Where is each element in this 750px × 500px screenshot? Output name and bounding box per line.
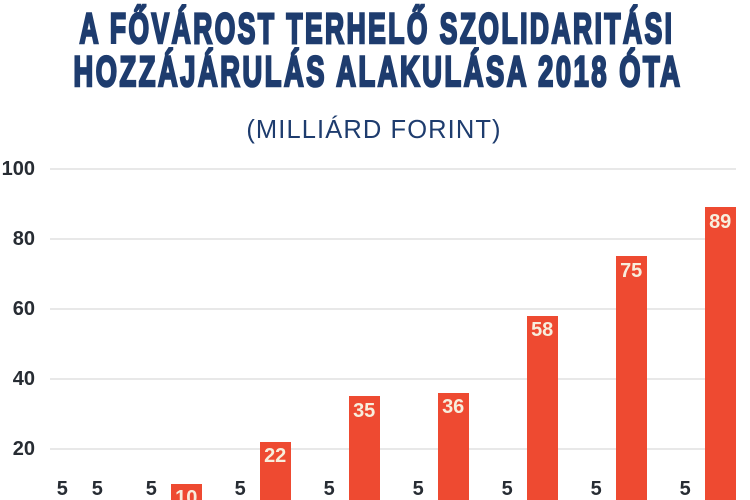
svg-text:HOZZÁJÁRULÁS ALAKULÁSA 2018 ÓT: HOZZÁJÁRULÁS ALAKULÁSA 2018 ÓTA: [74, 47, 683, 95]
svg-text:A FŐVÁROST TERHELŐ SZOLIDARITÁ: A FŐVÁROST TERHELŐ SZOLIDARITÁSI: [80, 5, 675, 52]
